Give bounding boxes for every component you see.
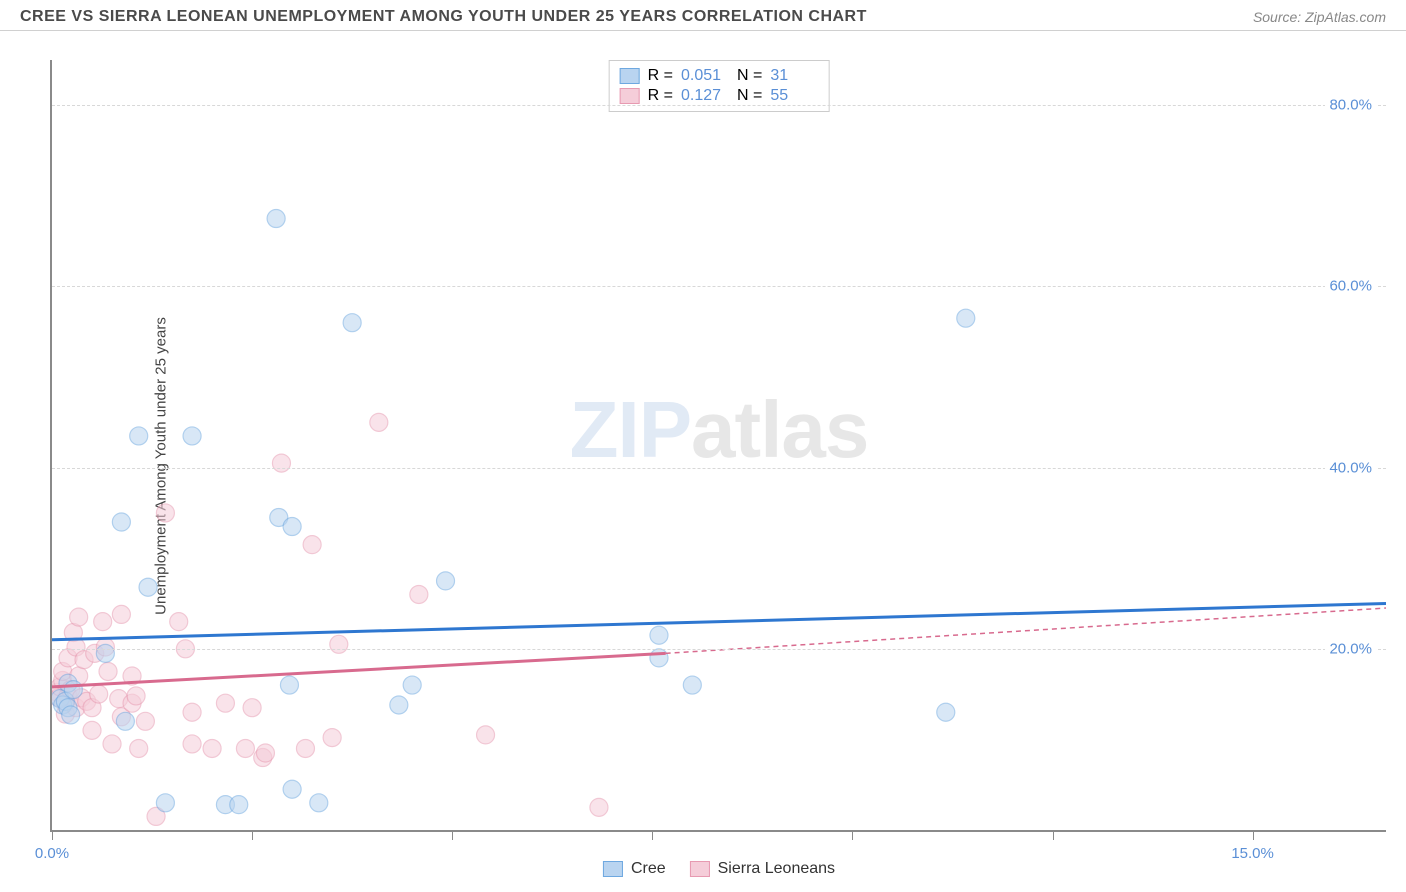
watermark-atlas: atlas	[691, 385, 868, 474]
gridline	[52, 105, 1386, 106]
y-tick-label: 80.0%	[1325, 97, 1376, 114]
swatch-sierra-bottom	[690, 861, 710, 877]
gridline	[52, 286, 1386, 287]
legend-row-cree: R = 0.051 N = 31	[620, 67, 819, 85]
swatch-cree	[620, 68, 640, 84]
n-label-1: N =	[737, 87, 762, 105]
n-value-0: 31	[770, 67, 818, 85]
x-tick-label: 0.0%	[35, 845, 69, 862]
y-tick-label: 20.0%	[1325, 640, 1376, 657]
gridline	[52, 649, 1386, 650]
plot-area: ZIPatlas R = 0.051 N = 31 R = 0.127 N = …	[50, 60, 1386, 832]
x-tick	[652, 830, 653, 840]
watermark: ZIPatlas	[570, 384, 869, 476]
legend-item-sierra: Sierra Leoneans	[690, 860, 835, 878]
r-value-1: 0.127	[681, 87, 729, 105]
x-tick	[52, 830, 53, 840]
n-value-1: 55	[770, 87, 818, 105]
gridline	[52, 468, 1386, 469]
x-tick	[1053, 830, 1054, 840]
chart-header: CREE VS SIERRA LEONEAN UNEMPLOYMENT AMON…	[0, 0, 1406, 31]
correlation-legend: R = 0.051 N = 31 R = 0.127 N = 55	[609, 60, 830, 112]
chart-svg	[52, 60, 1386, 830]
chart-source: Source: ZipAtlas.com	[1253, 9, 1386, 25]
legend-item-cree: Cree	[603, 860, 666, 878]
series-legend: Cree Sierra Leoneans	[603, 860, 835, 878]
r-label-0: R =	[648, 67, 673, 85]
series-name-1: Sierra Leoneans	[718, 860, 835, 878]
x-tick-label: 15.0%	[1231, 845, 1274, 862]
r-value-0: 0.051	[681, 67, 729, 85]
x-tick	[852, 830, 853, 840]
watermark-zip: ZIP	[570, 385, 691, 474]
chart-container: Unemployment Among Youth under 25 years …	[0, 40, 1406, 892]
chart-title: CREE VS SIERRA LEONEAN UNEMPLOYMENT AMON…	[20, 8, 867, 26]
y-tick-label: 60.0%	[1325, 278, 1376, 295]
swatch-cree-bottom	[603, 861, 623, 877]
r-label-1: R =	[648, 87, 673, 105]
x-tick	[452, 830, 453, 840]
legend-row-sierra: R = 0.127 N = 55	[620, 87, 819, 105]
swatch-sierra	[620, 88, 640, 104]
x-tick	[252, 830, 253, 840]
n-label-0: N =	[737, 67, 762, 85]
y-tick-label: 40.0%	[1325, 459, 1376, 476]
series-name-0: Cree	[631, 860, 666, 878]
x-tick	[1253, 830, 1254, 840]
